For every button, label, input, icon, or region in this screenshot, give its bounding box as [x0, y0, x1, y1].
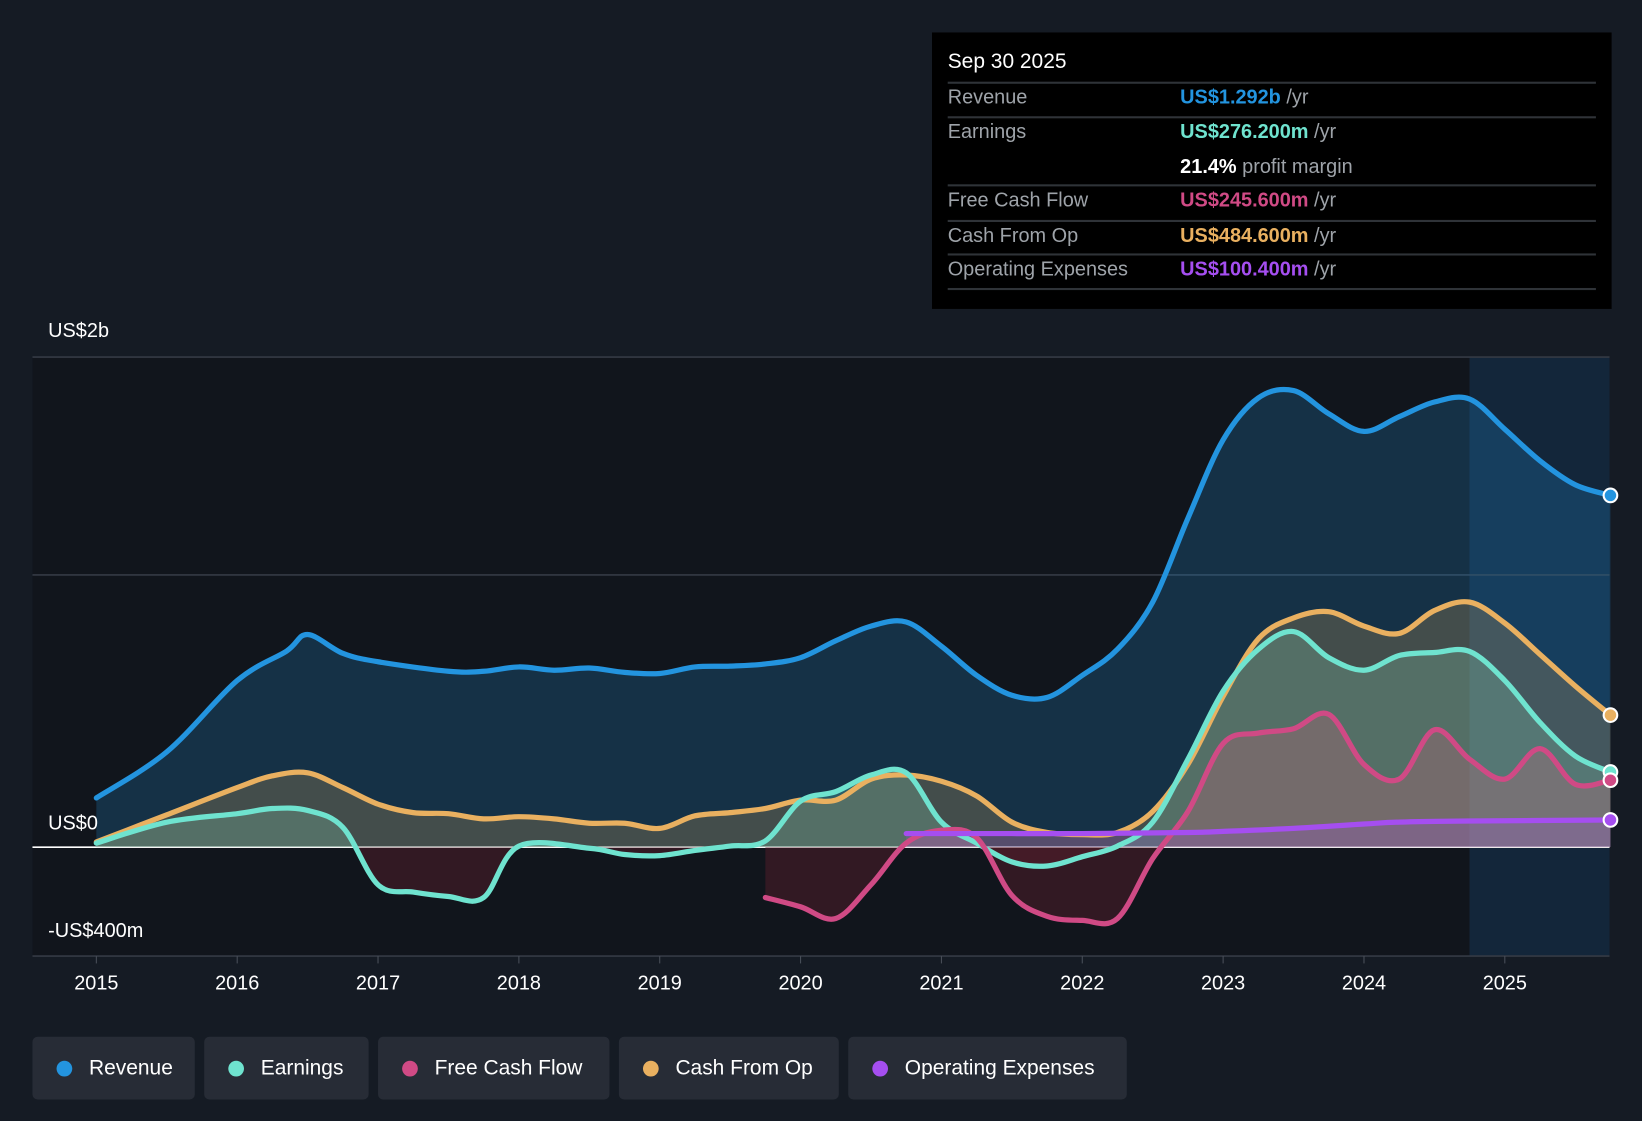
x-tick-label: 2025 [1483, 973, 1527, 995]
y-label-zero: US$0 [48, 812, 98, 835]
legend-operating-expenses[interactable]: Operating Expenses [848, 1036, 1127, 1100]
area-cash-from-op [96, 601, 1611, 848]
end-point-operating-expenses[interactable] [1602, 812, 1619, 828]
legend-cash-from-op[interactable]: Cash From Op [618, 1036, 839, 1100]
profit-margin-label: profit margin [1236, 156, 1353, 179]
tooltip-value: US$276.200m [1180, 121, 1309, 144]
x-tick-label: 2024 [1342, 973, 1386, 995]
x-tick-label: 2023 [1201, 973, 1245, 995]
tooltip-row-opex: Operating Expenses US$100.400m /yr [947, 253, 1596, 291]
tooltip-label: Free Cash Flow [947, 189, 1089, 212]
line-earnings [93, 628, 1614, 904]
legend-dot-icon [228, 1060, 244, 1076]
tooltip-unit: /yr [1308, 121, 1337, 144]
x-tick-label: 2018 [497, 973, 541, 995]
y-label-top: US$2b [48, 320, 110, 343]
tooltip-unit: /yr [1280, 86, 1309, 109]
area-revenue [96, 389, 1611, 848]
area-free-cash-flow [765, 713, 1611, 848]
tooltip-label: Earnings [947, 121, 1027, 144]
legend-dot-icon [56, 1060, 73, 1076]
tooltip-unit: /yr [1308, 225, 1337, 248]
legend-label: Operating Expenses [904, 1056, 1095, 1080]
line-operating-expenses [903, 817, 1614, 837]
legend-dot-icon [642, 1060, 659, 1076]
tooltip-value: US$484.600m [1180, 225, 1309, 248]
x-tick-label: 2022 [1060, 973, 1104, 995]
tooltip-row-earnings: Earnings US$276.200m /yr 21.4% profit ma… [947, 116, 1596, 185]
legend-label: Cash From Op [675, 1056, 813, 1080]
profit-margin-value: 21.4% [1180, 156, 1237, 179]
x-tick-label: 2021 [919, 973, 963, 995]
line-cash-from-op [93, 599, 1614, 845]
tooltip-unit: /yr [1308, 189, 1337, 212]
line-free-cash-flow [762, 710, 1614, 927]
tooltip-value: US$100.400m [1180, 258, 1309, 281]
tooltip-label: Cash From Op [947, 225, 1079, 248]
legend-free-cash-flow[interactable]: Free Cash Flow [378, 1036, 610, 1100]
tooltip-value: US$1.292b [1180, 86, 1281, 109]
y-label-bottom: -US$400m [48, 920, 144, 943]
legend-earnings[interactable]: Earnings [204, 1036, 369, 1100]
area-operating-expenses [906, 819, 1611, 848]
end-point-free-cash-flow[interactable] [1602, 772, 1619, 789]
x-tick-label: 2019 [638, 973, 682, 995]
tooltip-row-fcf: Free Cash Flow US$245.600m /yr [947, 184, 1596, 219]
negative-area-earnings [96, 847, 1611, 902]
tooltip-row-revenue: Revenue US$1.292b /yr [947, 81, 1596, 117]
tooltip: Sep 30 2025 Revenue US$1.292b /yr Earnin… [931, 32, 1612, 309]
tooltip-unit: /yr [1308, 258, 1337, 281]
legend-dot-icon [402, 1060, 418, 1076]
x-tick-label: 2016 [215, 973, 259, 995]
line-revenue [93, 386, 1614, 801]
x-tick-label: 2017 [356, 973, 400, 995]
x-tick-label: 2020 [778, 973, 822, 995]
tooltip-row-cash-from-op: Cash From Op US$484.600m /yr [947, 219, 1596, 255]
legend-label: Earnings [260, 1056, 344, 1080]
end-point-revenue[interactable] [1602, 487, 1619, 504]
end-point-cash-from-op[interactable] [1602, 707, 1619, 723]
tooltip-label: Revenue [947, 86, 1028, 109]
x-tick-label: 2015 [74, 973, 118, 995]
negative-area-free-cash-flow [765, 847, 1611, 924]
legend-label: Free Cash Flow [434, 1056, 583, 1080]
legend-revenue[interactable]: Revenue [32, 1036, 195, 1100]
legend-dot-icon [872, 1060, 889, 1076]
tooltip-label: Operating Expenses [947, 258, 1129, 281]
tooltip-date: Sep 30 2025 [947, 50, 1067, 74]
tooltip-value: US$245.600m [1180, 189, 1309, 212]
legend-label: Revenue [89, 1056, 173, 1080]
